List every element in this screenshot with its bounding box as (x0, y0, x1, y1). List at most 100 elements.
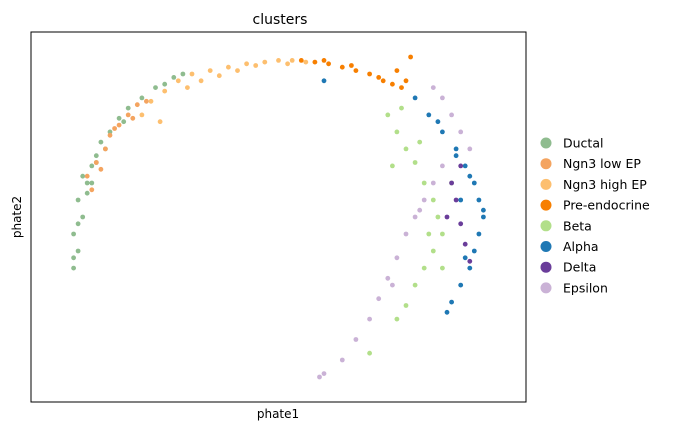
point-pre-endocrine-14 (408, 54, 413, 60)
point-alpha-15 (467, 173, 473, 179)
point-alpha-19 (462, 255, 468, 261)
point-ductal-9 (107, 129, 113, 135)
legend-marker-alpha (540, 241, 552, 252)
point-epsilon-8 (412, 214, 418, 220)
point-ngn3-low-ep-10 (112, 126, 117, 131)
point-ngn3-high-ep-11 (303, 59, 309, 65)
point-alpha-6 (476, 197, 482, 203)
legend-marker-pre-endocrine (540, 199, 552, 211)
point-alpha-17 (435, 119, 441, 125)
point-ngn3-high-ep-9 (276, 58, 281, 63)
point-ductal-2 (71, 231, 76, 237)
legend-label-delta: Delta (563, 260, 596, 275)
legend-label-ngn3-high-ep: Ngn3 high EP (563, 177, 647, 192)
point-beta-15 (417, 139, 423, 145)
point-alpha-0 (412, 95, 418, 101)
point-ductal-0 (71, 265, 76, 271)
point-delta-4 (467, 258, 473, 264)
legend-marker-beta (540, 220, 552, 232)
point-ngn3-high-ep-10 (289, 58, 295, 63)
legend-label-beta: Beta (563, 218, 592, 233)
point-beta-14 (390, 163, 395, 169)
point-epsilon-1 (440, 95, 445, 101)
point-beta-5 (430, 197, 436, 203)
point-pre-endocrine-8 (399, 85, 404, 90)
point-ductal-8 (98, 139, 104, 145)
point-alpha-18 (453, 153, 459, 159)
point-ductal-3 (80, 214, 86, 220)
point-ngn3-low-ep-2 (103, 146, 108, 152)
point-pre-endocrine-11 (321, 58, 327, 63)
point-epsilon-19 (417, 207, 423, 213)
point-pre-endocrine-0 (298, 58, 304, 63)
point-ngn3-high-ep-2 (162, 88, 168, 94)
point-alpha-16 (481, 207, 486, 213)
x-axis-label: phate1 (257, 407, 299, 421)
point-ngn3-low-ep-7 (144, 98, 149, 104)
chart-title: clusters (253, 12, 308, 28)
point-ductal-11 (125, 105, 131, 111)
legend-label-pre-endocrine: Pre-endocrine (563, 198, 650, 213)
point-beta-16 (426, 231, 432, 237)
point-ngn3-high-ep-5 (207, 68, 213, 73)
point-ngn3-high-ep-12 (157, 119, 163, 125)
point-ductal-14 (162, 81, 168, 87)
point-delta-2 (458, 221, 464, 227)
point-ngn3-high-ep-1 (148, 98, 154, 104)
point-beta-6 (435, 214, 441, 220)
point-epsilon-15 (339, 357, 345, 363)
point-ngn3-high-ep-3 (175, 78, 181, 84)
point-alpha-12 (449, 299, 454, 305)
point-ngn3-low-ep-9 (89, 187, 95, 193)
legend-label-ductal: Ductal (563, 136, 603, 151)
point-epsilon-4 (467, 146, 473, 152)
point-ductal-13 (153, 85, 158, 90)
point-alpha-8 (476, 231, 482, 237)
point-beta-9 (421, 265, 427, 271)
points-layer (71, 54, 486, 380)
point-ngn3-high-ep-13 (185, 85, 190, 90)
point-alpha-11 (458, 282, 464, 288)
point-epsilon-7 (421, 197, 427, 203)
point-pre-endocrine-6 (380, 78, 386, 84)
point-beta-19 (440, 265, 445, 271)
point-ductal-16 (180, 71, 186, 77)
point-epsilon-14 (353, 337, 359, 342)
point-pre-endocrine-7 (390, 81, 395, 87)
point-ductal-7 (93, 153, 99, 159)
point-alpha-9 (471, 248, 477, 254)
point-beta-10 (412, 282, 418, 288)
plot-area (30, 31, 527, 403)
point-epsilon-2 (449, 112, 454, 118)
point-pre-endocrine-3 (339, 64, 345, 70)
point-delta-5 (444, 214, 450, 220)
point-ngn3-high-ep-16 (285, 61, 290, 67)
legend: Ductal Ngn3 low EP Ngn3 high EP Pre-endocri… (540, 136, 650, 295)
point-pre-endocrine-5 (367, 71, 372, 77)
point-ngn3-high-ep-17 (198, 78, 204, 84)
legend-marker-delta (540, 261, 552, 273)
point-pre-endocrine-9 (403, 78, 409, 84)
point-epsilon-18 (390, 282, 395, 288)
point-alpha-5 (471, 180, 477, 186)
y-axis-label: phate2 (10, 196, 24, 238)
point-epsilon-13 (367, 316, 372, 322)
point-beta-1 (394, 129, 400, 135)
point-beta-4 (421, 180, 427, 186)
point-beta-8 (430, 248, 436, 254)
point-alpha-14 (458, 197, 464, 203)
point-epsilon-12 (376, 296, 382, 302)
legend-marker-ductal (540, 137, 552, 149)
legend-marker-ngn3-low-ep (540, 158, 552, 170)
point-epsilon-11 (385, 275, 391, 281)
point-ductal-12 (139, 95, 145, 101)
point-ngn3-low-ep-5 (125, 112, 131, 118)
point-epsilon-9 (403, 231, 409, 237)
point-ductal-24 (89, 180, 95, 186)
point-alpha-10 (467, 265, 473, 271)
point-ductal-15 (171, 75, 177, 80)
point-pre-endocrine-10 (394, 68, 400, 73)
point-ductal-6 (89, 163, 95, 169)
point-epsilon-3 (458, 129, 464, 135)
